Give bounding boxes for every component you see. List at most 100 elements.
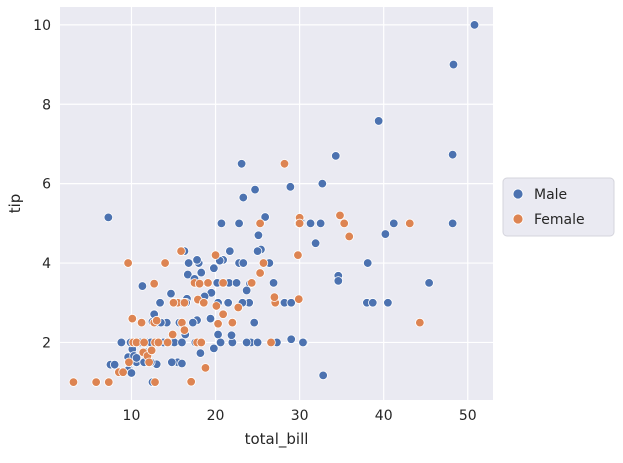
point-male: [234, 218, 244, 229]
point-male: [250, 184, 260, 195]
point-male: [363, 258, 373, 268]
x-axis-label: total_bill: [245, 430, 309, 449]
point-male: [155, 298, 165, 308]
point-female: [415, 317, 425, 328]
legend-swatch-male: [512, 188, 524, 200]
point-male: [447, 149, 458, 160]
point-male: [469, 20, 480, 30]
x-tick-label: 20: [207, 408, 225, 424]
point-female: [405, 218, 415, 229]
legend-swatch-female: [512, 213, 524, 225]
point-male: [109, 359, 120, 370]
point-female: [127, 313, 138, 324]
point-female: [269, 292, 280, 302]
point-male: [315, 218, 326, 229]
point-male: [238, 258, 248, 268]
point-male: [223, 298, 233, 308]
point-female: [186, 377, 196, 387]
point-female: [162, 337, 173, 348]
legend-box: [502, 177, 615, 237]
point-male: [448, 59, 459, 70]
point-female: [179, 298, 190, 308]
point-female: [150, 377, 160, 387]
point-male: [424, 278, 434, 288]
y-tick-label: 10: [33, 18, 51, 34]
point-male: [333, 276, 343, 286]
point-female: [246, 278, 257, 288]
point-female: [211, 301, 222, 311]
point-male: [286, 334, 296, 344]
point-female: [196, 337, 206, 348]
point-male: [241, 337, 252, 348]
point-male: [205, 313, 216, 324]
point-male: [225, 246, 235, 256]
point-male: [167, 357, 177, 367]
point-female: [104, 377, 114, 387]
point-female: [293, 250, 303, 260]
x-tick-label: 30: [291, 408, 309, 424]
point-male: [216, 218, 227, 229]
point-female: [203, 278, 213, 288]
point-female: [136, 317, 147, 328]
x-tick-label: 40: [375, 408, 393, 424]
x-tick-label: 10: [123, 408, 141, 424]
point-male: [252, 246, 263, 256]
point-female: [339, 218, 349, 229]
point-female: [144, 357, 154, 367]
point-male: [331, 151, 341, 161]
point-male: [183, 258, 194, 268]
point-female: [213, 319, 223, 329]
point-male: [285, 182, 296, 192]
point-female: [123, 258, 133, 268]
point-female: [153, 337, 164, 348]
x-tick-label: 50: [459, 408, 477, 424]
point-male: [195, 348, 206, 358]
point-male: [209, 343, 219, 354]
point-female: [210, 250, 221, 260]
y-tick-label: 2: [42, 335, 51, 351]
point-female: [118, 367, 128, 377]
point-male: [177, 337, 187, 348]
point-female: [124, 357, 134, 367]
point-male: [253, 230, 264, 240]
point-male: [383, 298, 393, 308]
point-male: [236, 159, 247, 169]
point-male: [447, 218, 458, 229]
point-male: [196, 267, 206, 278]
point-female: [255, 268, 265, 278]
point-male: [380, 229, 391, 239]
point-female: [255, 218, 265, 229]
point-male: [310, 238, 321, 248]
y-tick-label: 4: [42, 256, 51, 272]
point-female: [176, 246, 186, 256]
point-male: [166, 288, 176, 299]
point-male: [252, 337, 263, 348]
point-female: [146, 345, 157, 356]
point-female: [149, 278, 159, 289]
point-female: [218, 278, 228, 288]
point-female: [199, 298, 209, 308]
point-male: [268, 278, 279, 288]
point-female: [335, 210, 345, 221]
point-male: [238, 192, 248, 203]
point-female: [218, 309, 228, 319]
point-female: [233, 302, 243, 313]
point-female: [279, 159, 290, 169]
point-male: [305, 218, 316, 229]
y-axis-label: tip: [6, 194, 24, 214]
data-points: [68, 20, 480, 387]
point-male: [137, 281, 148, 291]
point-male: [131, 353, 142, 363]
y-tick-label: 8: [42, 97, 51, 113]
point-male: [373, 116, 384, 126]
point-female: [68, 377, 79, 387]
point-male: [368, 298, 378, 308]
point-male: [298, 337, 308, 348]
point-male: [103, 212, 114, 223]
point-male: [231, 278, 242, 288]
point-male: [213, 329, 223, 340]
point-male: [126, 368, 137, 378]
point-female: [294, 294, 304, 304]
point-female: [227, 317, 238, 328]
